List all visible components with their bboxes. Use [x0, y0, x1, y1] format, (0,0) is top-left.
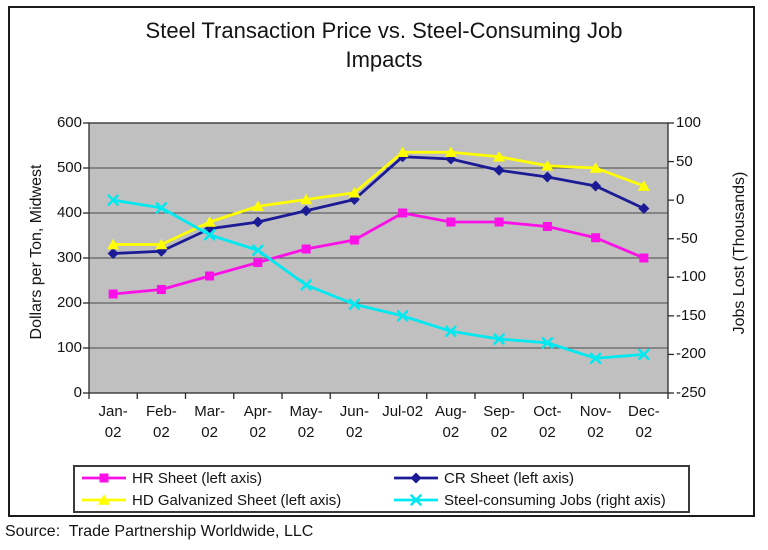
cr-sheet-left-axis-marker — [541, 171, 553, 183]
hr-sheet-left-axis-marker — [494, 217, 504, 227]
axis-tick-label: 400 — [56, 204, 82, 221]
legend-item-hr-sheet: HR Sheet (left axis) — [75, 467, 387, 489]
x-axis-tick-label: Sep- 02 — [483, 403, 515, 441]
cr-sheet-left-axis-marker — [300, 205, 312, 217]
steel-consuming-jobs-right-axis-marker — [203, 229, 216, 241]
x-axis-tick-label: Feb- 02 — [145, 403, 177, 441]
axis-tick-label: -150 — [676, 306, 707, 324]
x-axis-tick-label: Apr- 02 — [243, 403, 273, 441]
legend-label-steel-consuming-jobs: Steel-consuming Jobs (right axis) — [444, 491, 666, 509]
steel-consuming-jobs-right-axis-marker — [252, 244, 264, 257]
hr-sheet-legend-marker-icon — [81, 471, 127, 485]
steel-consuming-jobs-right-axis-marker — [638, 348, 650, 361]
hd-galvanized-sheet-left-axis-marker — [493, 150, 506, 162]
hd-galvanized-sheet-left-axis-marker — [107, 238, 120, 250]
steel-consuming-jobs-right-axis-marker — [300, 279, 312, 291]
source-note: Source: Trade Partnership Worldwide, LLC — [5, 523, 314, 540]
steel-consuming-jobs-right-axis-marker — [445, 325, 457, 338]
legend: HR Sheet (left axis) CR Sheet (left axis… — [73, 465, 690, 513]
hd-galvanized-sheet-left-axis-marker — [396, 146, 409, 158]
steel-consuming-jobs-right-axis-marker — [493, 333, 505, 345]
x-axis-tick-label: Oct- 02 — [533, 403, 562, 441]
cr-sheet-left-axis-marker — [252, 216, 264, 228]
steel-consuming-jobs-right-axis-marker — [589, 352, 602, 365]
hd-galvanized-sheet-left-axis-marker — [203, 216, 216, 227]
steel-consuming-jobs-right-axis-marker — [541, 337, 554, 349]
steel-consuming-jobs-legend-marker-icon — [393, 493, 439, 507]
legend-label-hd-galvanized-sheet: HD Galvanized Sheet (left axis) — [132, 491, 342, 509]
steel-consuming-jobs-right-axis-line — [111, 198, 646, 360]
legend-item-steel-consuming-jobs: Steel-consuming Jobs (right axis) — [387, 489, 688, 511]
steel-consuming-jobs-right-axis-marker — [155, 202, 168, 214]
cr-sheet-left-axis-marker — [590, 180, 602, 192]
axis-tick-label: 200 — [56, 294, 82, 311]
steel-consuming-jobs-right-axis-marker — [348, 298, 361, 311]
hr-sheet-left-axis-marker — [349, 235, 359, 245]
axis-tick-label: -200 — [676, 345, 707, 363]
cr-sheet-left-axis-marker — [107, 248, 119, 259]
axis-tick-label: -100 — [676, 268, 707, 286]
x-axis-tick-label: May- 02 — [289, 403, 323, 441]
hd-galvanized-sheet-left-axis-marker — [155, 238, 168, 250]
hr-sheet-left-axis-marker — [542, 222, 552, 231]
cr-sheet-legend-marker-icon — [393, 471, 439, 485]
axis-tick-label: 50 — [676, 152, 693, 170]
legend-item-hd-galvanized-sheet: HD Galvanized Sheet (left axis) — [75, 489, 387, 511]
hr-sheet-left-axis-marker — [398, 208, 408, 218]
x-axis-tick-label: Aug- 02 — [435, 403, 467, 441]
x-axis-tick-label: Jun- 02 — [339, 403, 369, 441]
axis-tick-label: -50 — [676, 229, 698, 247]
hr-sheet-left-axis-marker — [301, 244, 311, 254]
hd-galvanized-sheet-left-axis-marker — [444, 146, 457, 158]
axis-tick-label: 100 — [56, 339, 82, 356]
chart-title: Steel Transaction Price vs. Steel-Consum… — [145, 18, 623, 72]
x-axis-tick-label: Dec- 02 — [628, 403, 660, 441]
hd-galvanized-sheet-left-axis-marker — [251, 200, 264, 212]
axis-tick-label: 0 — [676, 191, 685, 209]
hr-sheet-left-axis-marker — [205, 271, 215, 281]
legend-label-hr-sheet: HR Sheet (left axis) — [132, 469, 263, 487]
hr-sheet-left-axis-marker — [591, 233, 601, 243]
x-axis-tick-label: Jul-02 — [382, 403, 424, 420]
axis-tick-label: -250 — [676, 384, 707, 401]
x-axis-tick-label: Mar- 02 — [194, 403, 226, 441]
axis-tick-label: 500 — [56, 159, 82, 176]
cr-sheet-left-axis-marker — [638, 203, 650, 214]
hr-sheet-left-axis-line — [111, 211, 646, 296]
cr-sheet-left-axis-marker — [493, 164, 505, 176]
axis-tick-label: 300 — [56, 249, 82, 266]
hr-sheet-left-axis-marker — [446, 217, 456, 227]
legend-item-cr-sheet: CR Sheet (left axis) — [387, 467, 688, 489]
hd-galvanized-sheet-left-axis-line — [111, 150, 646, 246]
legend-label-cr-sheet: CR Sheet (left axis) — [444, 469, 575, 487]
hd-galvanized-sheet-left-axis-marker — [589, 162, 602, 173]
hr-sheet-left-axis-marker — [253, 258, 263, 267]
hr-sheet-left-axis-marker — [156, 285, 166, 294]
hr-sheet-left-axis-marker — [639, 253, 649, 263]
hd-galvanized-sheet-left-axis-marker — [300, 193, 313, 205]
axis-tick-label: 100 — [676, 114, 702, 131]
x-axis-tick-label: Jan- 02 — [98, 403, 128, 441]
axis-tick-label: 600 — [56, 114, 82, 131]
steel-consuming-jobs-right-axis-marker — [396, 310, 409, 322]
hr-sheet-left-axis-marker — [108, 289, 118, 299]
hd-galvanized-sheet-left-axis-marker — [348, 186, 361, 198]
hd-galvanized-sheet-left-axis-marker — [637, 180, 650, 191]
cr-sheet-left-axis-line — [111, 155, 646, 255]
hd-galvanized-legend-marker-icon — [81, 493, 127, 507]
axis-tick-label: 0 — [73, 384, 82, 401]
hd-galvanized-sheet-left-axis-marker — [541, 159, 554, 171]
steel-consuming-jobs-right-axis-marker — [107, 194, 119, 206]
x-axis-tick-label: Nov- 02 — [579, 403, 612, 441]
